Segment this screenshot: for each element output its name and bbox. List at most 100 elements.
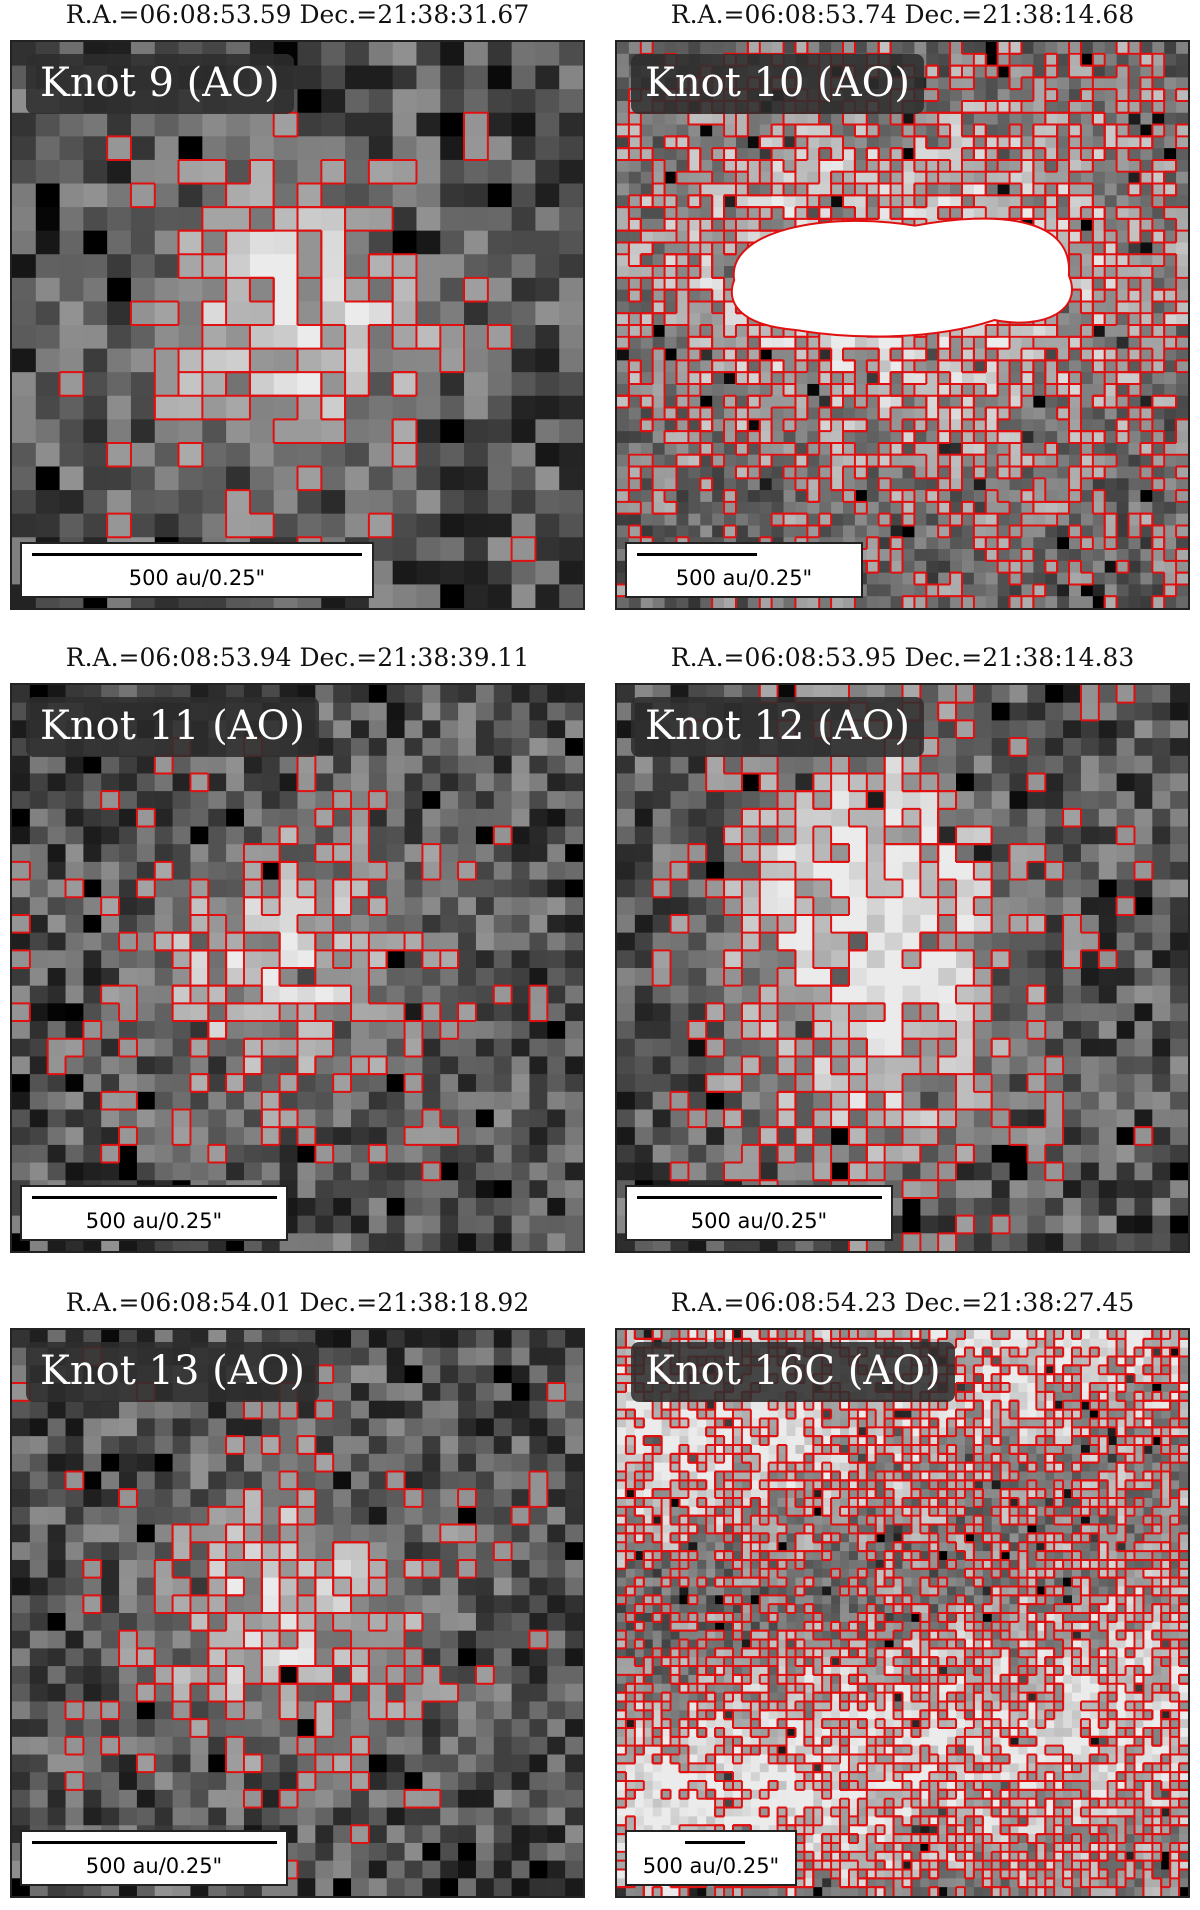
image-pixel [1140,277,1153,291]
image-pixel [529,1162,548,1181]
image-pixel [1009,207,1023,220]
image-pixel [991,1215,1011,1234]
image-pixel [1057,218,1070,232]
image-pixel [511,584,537,608]
image-pixel [652,195,666,208]
image-pixel [1033,454,1046,468]
image-pixel [795,1162,814,1181]
image-pixel [226,897,245,916]
image-pixel [136,985,156,1004]
image-pixel [1128,572,1142,586]
image-pixel [422,685,441,704]
image-pixel [1027,1144,1046,1164]
image-pixel [1104,360,1118,373]
image-pixel [130,207,156,232]
image-pixel [1164,89,1177,102]
image-pixel [1057,407,1070,420]
image-pixel [1045,826,1064,845]
image-pixel [315,1056,334,1075]
image-pixel [1057,136,1070,149]
image-pixel [902,1021,921,1040]
image-pixel [559,490,583,515]
image-pixel [297,861,316,881]
image-pixel [771,395,785,409]
image-pixel [688,136,701,149]
image-pixel [59,419,84,444]
image-pixel [634,950,654,969]
image-pixel [487,560,513,586]
image-pixel [664,313,678,326]
image-pixel [315,861,334,881]
image-pixel [831,897,850,916]
image-pixel [813,1162,832,1181]
image-pixel [747,360,761,373]
image-pixel [724,897,743,916]
image-pixel [345,230,370,255]
image-pixel [890,348,904,361]
image-pixel [813,1038,832,1058]
image-pixel [404,738,424,757]
image-pixel [831,124,844,137]
image-pixel [261,932,281,951]
image-pixel [920,985,939,1004]
image-pixel [973,148,987,161]
image-pixel [961,383,975,397]
image-pixel [1027,1127,1046,1146]
image-pixel [297,277,322,303]
image-pixel [890,431,904,444]
image-pixel [866,383,880,397]
image-pixel [926,89,939,102]
image-pixel [107,136,132,161]
image-pixel [914,513,927,527]
image-pixel [783,407,797,420]
image-pixel [688,289,701,303]
image-pixel [493,932,513,951]
image-pixel [938,685,957,704]
image-pixel [511,1162,531,1181]
image-pixel [973,183,987,196]
image-pixel [190,861,209,881]
image-pixel [1009,844,1029,863]
image-pixel [1092,171,1106,185]
image-pixel [178,230,203,255]
image-pixel [119,1074,138,1093]
image-pixel [1164,537,1177,550]
image-pixel [475,808,495,828]
image-pixel [634,1144,654,1164]
image-pixel [35,513,61,538]
image-pixel [1092,513,1106,527]
image-pixel [65,1144,84,1164]
image-pixel [1152,897,1171,916]
image-pixel [747,466,761,479]
image-pixel [652,360,666,373]
image-pixel [1045,112,1058,126]
image-pixel [902,1127,921,1146]
image-pixel [226,419,251,444]
image-pixel [991,720,1011,739]
image-pixel [700,124,713,137]
image-pixel [1045,755,1064,775]
image-pixel [1069,501,1082,515]
image-pixel [529,861,548,881]
image-pixel [1152,242,1165,255]
image-pixel [1045,159,1058,173]
image-pixel [297,254,322,279]
image-pixel [493,773,513,792]
image-pixel [1063,791,1082,810]
image-pixel [926,42,939,55]
image-pixel [712,124,725,137]
image-pixel [119,914,138,934]
image-pixel [956,985,975,1004]
image-pixel [297,1127,316,1146]
image-pixel [688,419,701,432]
image-pixel [1063,1003,1082,1022]
image-pixel [617,431,630,444]
image-pixel [670,1074,689,1093]
image-pixel [640,183,654,196]
image-pixel [1116,478,1130,491]
image-pixel [1063,844,1082,863]
image-pixel [47,914,67,934]
image-pixel [617,313,630,326]
image-pixel [83,1162,102,1181]
image-pixel [854,124,868,137]
